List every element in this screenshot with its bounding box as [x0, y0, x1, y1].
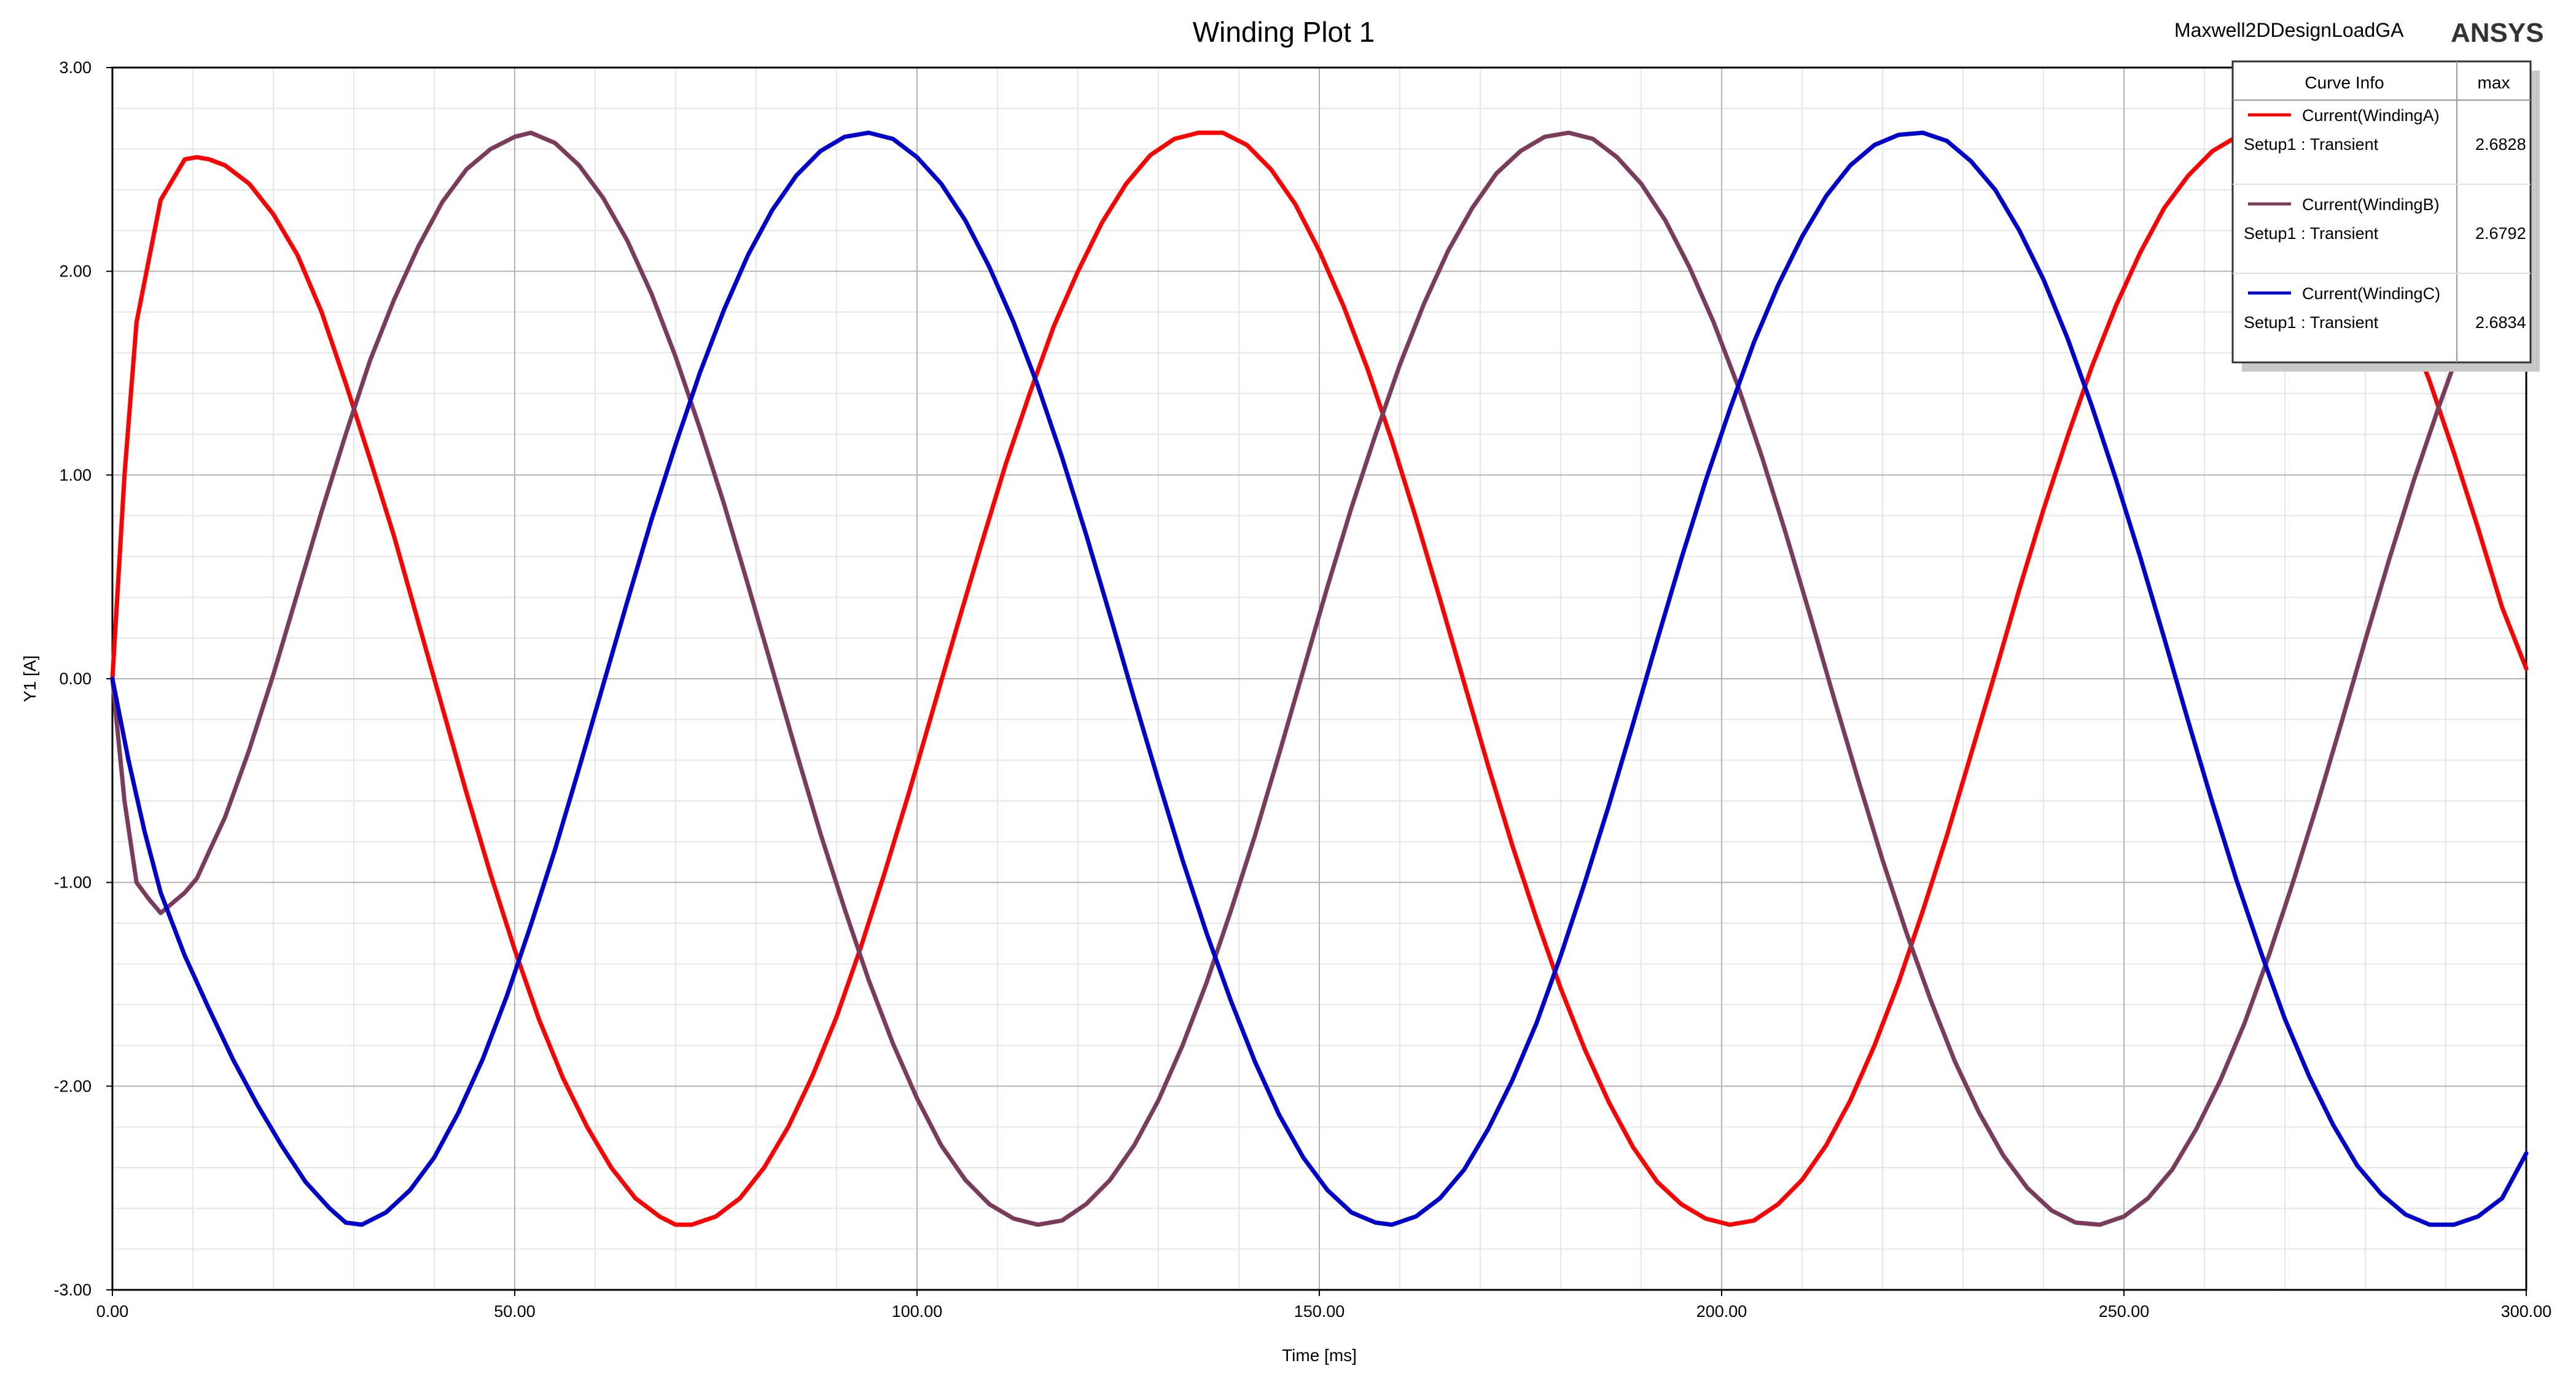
x-tick-label: 50.00 — [494, 1302, 536, 1321]
y-axis-ticks: 3.00 2.00 1.00 0.00 -1.00 -2.00 -3.00 — [53, 58, 112, 1299]
legend-header-max: max — [2478, 73, 2510, 92]
legend-header-curve-info: Curve Info — [2305, 73, 2384, 92]
legend-name-winding-c: Current(WindingC) — [2302, 284, 2440, 303]
y-axis-label: Y1 [A] — [20, 655, 39, 702]
series-line-current-windinga[interactable] — [110, 130, 2529, 1227]
y-tick-label: -1.00 — [53, 873, 92, 892]
legend-max-winding-c: 2.6834 — [2475, 313, 2526, 332]
grid-major — [112, 68, 2526, 1290]
legend-entry-winding-b[interactable]: Current(WindingB) Setup1 : Transient 2.6… — [2244, 195, 2526, 243]
series-layer — [110, 130, 2529, 1227]
y-tick-label: 2.00 — [59, 262, 92, 281]
legend-max-winding-b: 2.6792 — [2475, 224, 2526, 243]
curve-info-legend[interactable]: Curve Info max Current(WindingA) Setup1 … — [2231, 60, 2540, 372]
series-line-current-windingc[interactable] — [110, 130, 2529, 1227]
legend-setup-winding-a: Setup1 : Transient — [2244, 135, 2379, 154]
legend-max-winding-a: 2.6828 — [2475, 135, 2526, 154]
legend-name-winding-a: Current(WindingA) — [2302, 106, 2440, 125]
legend-entry-winding-c[interactable]: Current(WindingC) Setup1 : Transient 2.6… — [2244, 284, 2526, 332]
x-tick-label: 150.00 — [1294, 1302, 1345, 1321]
legend-box — [2231, 60, 2532, 364]
y-tick-label: -3.00 — [53, 1281, 92, 1299]
y-tick-label: -2.00 — [53, 1077, 92, 1095]
y-tick-label: 1.00 — [59, 466, 92, 484]
y-tick-label: 3.00 — [59, 58, 92, 77]
legend-setup-winding-b: Setup1 : Transient — [2244, 224, 2379, 243]
legend-entry-winding-a[interactable]: Current(WindingA) Setup1 : Transient 2.6… — [2244, 106, 2526, 154]
x-tick-label: 300.00 — [2501, 1302, 2552, 1321]
y-tick-label: 0.00 — [59, 670, 92, 688]
x-tick-label: 100.00 — [892, 1302, 943, 1321]
x-axis-label: Time [ms] — [1282, 1346, 1357, 1365]
x-axis-ticks: 0.00 50.00 100.00 150.00 200.00 250.00 300.00 — [96, 1290, 2552, 1321]
chart-title: Winding Plot 1 — [1193, 16, 1375, 48]
x-tick-label: 250.00 — [2099, 1302, 2150, 1321]
series-line-current-windingb[interactable] — [110, 130, 2529, 1227]
legend-setup-winding-c: Setup1 : Transient — [2244, 313, 2379, 332]
x-tick-label: 200.00 — [1696, 1302, 1747, 1321]
legend-name-winding-b: Current(WindingB) — [2302, 195, 2440, 214]
ansys-brand-logo: ANSYS — [2451, 18, 2544, 48]
x-tick-label: 0.00 — [96, 1302, 129, 1321]
design-name-label: Maxwell2DDesignLoadGA — [2174, 19, 2404, 41]
